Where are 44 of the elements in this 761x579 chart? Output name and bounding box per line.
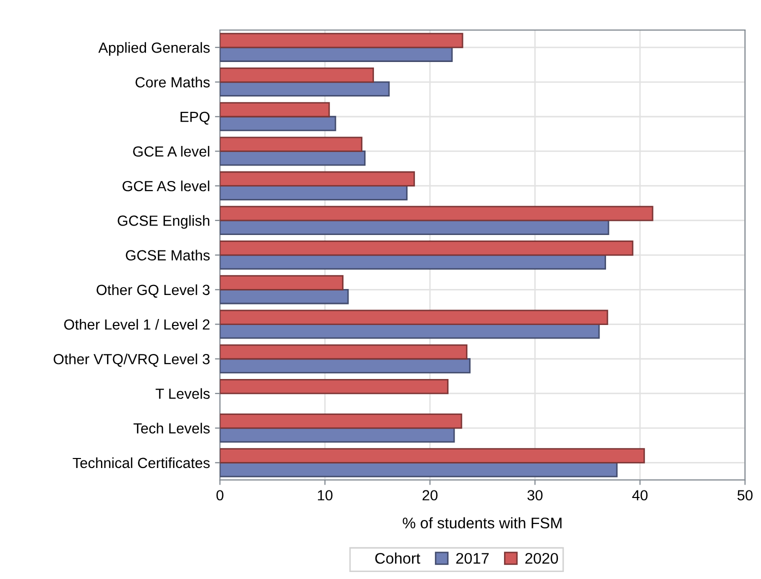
y-tick-label: Core Maths [136,76,210,88]
y-tick-label: T Levels [156,388,210,399]
bar [220,67,374,83]
y-tick-label: GCSE Maths [126,250,210,260]
legend-label: 2017 [456,552,489,564]
x-tick-label: 40 [632,490,648,500]
x-tick-label: 20 [422,490,438,500]
bar [220,185,408,200]
bar [220,310,608,325]
y-tick-label: Applied Generals [98,42,210,56]
x-tick-label: 50 [737,490,753,500]
bar [220,378,449,394]
x-tick-label: 0 [216,490,224,500]
y-tick-label: Other GQ Level 3 [96,284,210,298]
bar [220,136,362,152]
bar [220,46,453,62]
bar [220,344,468,360]
bar [220,150,366,166]
bar [220,171,415,187]
legend-title: Cohort [375,552,420,564]
bar [220,275,344,290]
bar [220,81,390,97]
bar [220,240,634,256]
y-tick-label: GCSE English [118,215,210,229]
bar [220,448,645,464]
legend-label: 2020 [525,552,558,564]
x-axis-title: % of students with FSM [402,517,562,528]
bar [220,254,606,270]
bar [220,102,330,118]
bar [220,414,462,429]
y-tick-label: Technical Certificates [72,457,210,468]
bar [220,206,654,222]
y-tick-label: GCE A level [133,146,210,157]
y-tick-label: Other Level 1 / Level 2 [64,318,210,330]
bar [220,32,464,48]
x-tick-label: 10 [318,490,332,500]
y-tick-label: GCE AS level [122,180,210,192]
y-tick-label: Tech Levels [134,422,210,434]
y-tick-label: Other VTQ/VRQ Level 3 [54,354,210,367]
bar [220,358,471,374]
x-tick-label: 30 [527,490,543,500]
bar [220,324,600,339]
y-tick-label: EPQ [180,112,210,125]
bar [220,220,610,235]
